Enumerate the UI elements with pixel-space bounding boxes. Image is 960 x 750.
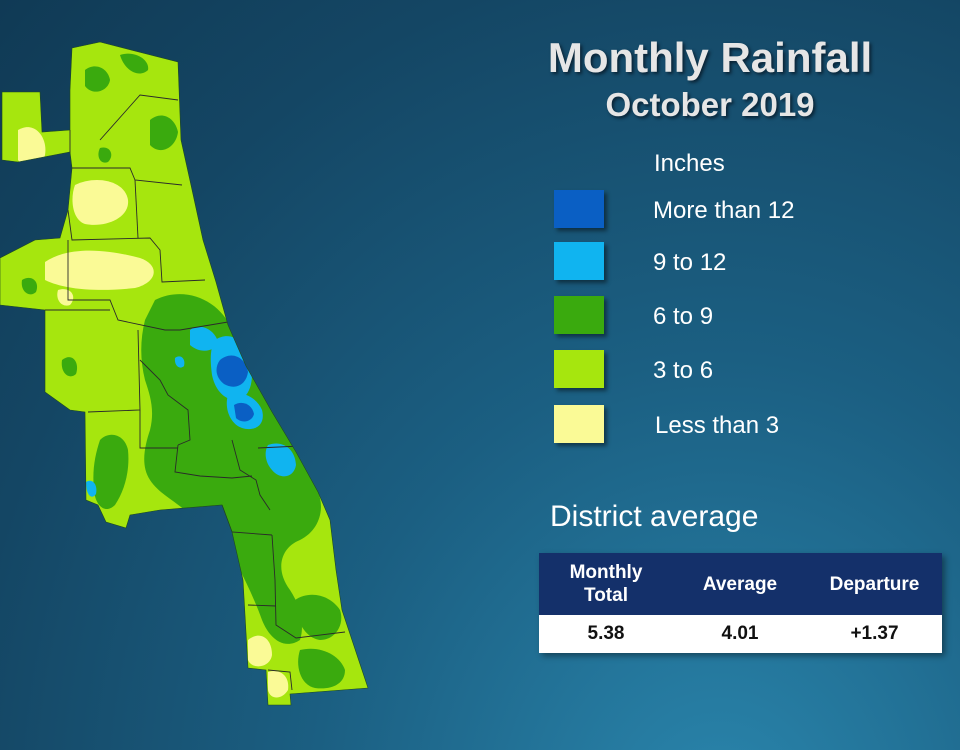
- rain-zone-more-than-12: [216, 355, 254, 422]
- legend-title: Inches: [654, 150, 725, 177]
- rainfall-map: [0, 41, 369, 706]
- legend-label: Less than 3: [655, 412, 780, 439]
- table-row: 5.38 4.01 +1.37: [539, 615, 942, 653]
- district-average-table: Monthly Total Average Departure 5.38 4.0…: [539, 553, 942, 653]
- legend-item-more-than-12: More than 12: [554, 190, 854, 230]
- legend-item-less-than-3: Less than 3: [554, 405, 854, 445]
- district-average-title: District average: [550, 500, 759, 533]
- legend-item-9-to-12: 9 to 12: [554, 242, 854, 282]
- value-departure: +1.37: [807, 615, 942, 653]
- rain-zone-6-to-9: [21, 53, 345, 689]
- header-monthly-total-line2: Total: [584, 585, 628, 606]
- legend-label: 3 to 6: [653, 357, 714, 384]
- legend-label: 9 to 12: [653, 249, 727, 276]
- value-average: 4.01: [673, 615, 807, 653]
- map-subtitle: October 2019: [605, 86, 815, 123]
- legend-swatch: [554, 242, 604, 280]
- rain-zone-less-than-3: [18, 127, 289, 698]
- legend-label: 6 to 9: [653, 303, 714, 330]
- value-monthly-total: 5.38: [539, 615, 673, 653]
- header-departure: Departure: [807, 553, 942, 615]
- legend-label: More than 12: [653, 197, 795, 224]
- header-monthly-total-line1: Monthly: [569, 562, 643, 583]
- legend-item-3-to-6: 3 to 6: [554, 350, 854, 390]
- legend-swatch: [554, 190, 604, 228]
- map-title: Monthly Rainfall: [547, 34, 873, 81]
- legend-item-6-to-9: 6 to 9: [554, 296, 854, 336]
- header-average: Average: [673, 553, 807, 615]
- table-header-row: Monthly Total Average Departure: [539, 553, 942, 615]
- legend-swatch: [554, 405, 604, 443]
- legend-swatch: [554, 296, 604, 334]
- header-monthly-total: Monthly Total: [539, 553, 673, 615]
- legend-swatch: [554, 350, 604, 388]
